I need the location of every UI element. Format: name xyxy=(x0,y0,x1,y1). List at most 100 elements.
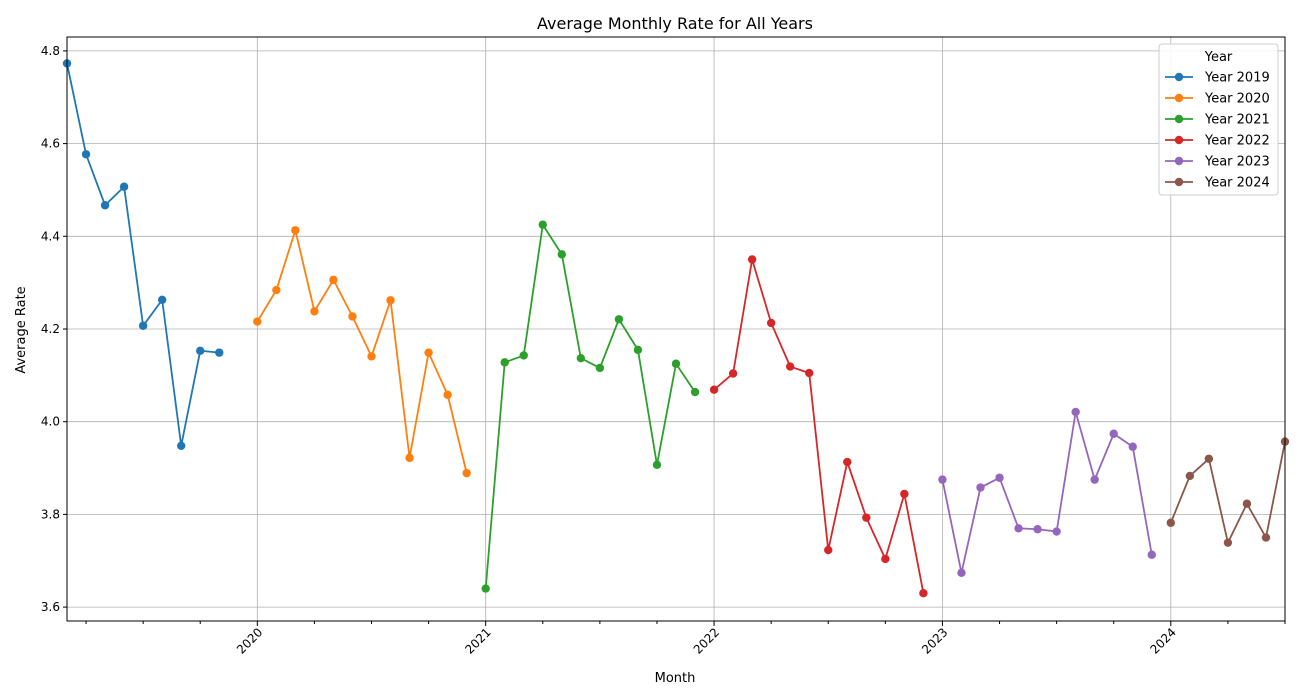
data-point xyxy=(500,358,509,367)
data-point xyxy=(386,296,395,305)
data-point xyxy=(881,554,890,564)
x-tick-label: 2021 xyxy=(462,625,493,656)
data-point xyxy=(424,348,433,357)
data-point xyxy=(824,545,833,555)
legend-label: Year 2019 xyxy=(1204,71,1270,86)
legend-label: Year 2021 xyxy=(1204,113,1270,128)
data-point xyxy=(272,285,281,295)
legend-marker xyxy=(1174,156,1184,166)
data-point xyxy=(843,457,852,467)
legend-box xyxy=(1158,43,1279,196)
data-point xyxy=(919,588,928,598)
data-point xyxy=(709,385,719,394)
data-point xyxy=(957,568,966,577)
series-line-year-2019 xyxy=(66,63,220,446)
y-axis-label: Average Rate xyxy=(14,286,29,373)
x-tick-label: 2020 xyxy=(234,625,265,656)
data-point xyxy=(1071,407,1080,417)
data-point xyxy=(1242,499,1252,508)
legend-marker xyxy=(1174,135,1184,145)
data-point xyxy=(1128,442,1137,451)
data-point xyxy=(481,584,490,593)
data-point xyxy=(157,295,167,304)
y-axis-ticks: 3.6 3.8 4.0 4.2 4.4 4.6 4.8 xyxy=(41,44,67,614)
legend-marker xyxy=(1174,93,1184,103)
data-point xyxy=(538,220,547,229)
series-line-year-2020 xyxy=(256,226,468,474)
data-point xyxy=(728,369,738,378)
legend-label: Year 2022 xyxy=(1204,134,1270,149)
data-point xyxy=(1090,475,1099,484)
data-point xyxy=(862,513,871,522)
data-point xyxy=(367,352,376,361)
data-point xyxy=(119,182,129,191)
legend-marker xyxy=(1174,114,1184,124)
data-point xyxy=(1261,533,1271,542)
data-point xyxy=(652,460,662,470)
series-line-year-2022 xyxy=(713,259,925,594)
x-tick-label: 2023 xyxy=(919,625,950,656)
legend-title: Year xyxy=(1204,50,1233,65)
data-point xyxy=(138,321,148,330)
legend-label: Year 2023 xyxy=(1204,155,1270,170)
data-point xyxy=(405,453,414,463)
data-point xyxy=(348,312,357,321)
data-point xyxy=(176,441,186,450)
data-point xyxy=(1052,527,1061,536)
data-point xyxy=(690,387,700,397)
data-point xyxy=(81,150,91,159)
grid-lines xyxy=(67,37,1285,621)
data-point xyxy=(100,201,110,210)
data-point xyxy=(766,318,776,328)
data-point xyxy=(1166,518,1176,527)
legend-marker xyxy=(1174,177,1184,187)
data-point xyxy=(805,368,814,378)
data-point xyxy=(462,468,471,478)
series-line-year-2021 xyxy=(484,222,696,589)
data-point xyxy=(1204,454,1214,463)
data-point xyxy=(900,489,909,499)
y-tick-label: 4.4 xyxy=(41,229,60,243)
data-point xyxy=(1147,550,1156,559)
data-point xyxy=(329,275,338,285)
legend-marker xyxy=(1174,72,1184,82)
y-tick-label: 3.6 xyxy=(41,600,60,614)
y-tick-label: 3.8 xyxy=(41,507,60,521)
data-point xyxy=(1033,525,1042,534)
series-line-year-2023 xyxy=(941,411,1153,573)
legend-label: Year 2020 xyxy=(1204,92,1270,107)
data-point xyxy=(614,315,624,324)
data-point xyxy=(443,390,452,400)
data-point xyxy=(1185,471,1195,481)
y-tick-label: 4.8 xyxy=(41,44,60,58)
data-point xyxy=(557,250,567,259)
legend-label: Year 2024 xyxy=(1204,176,1270,191)
data-point xyxy=(1109,429,1118,438)
data-point xyxy=(785,362,795,371)
data-point xyxy=(196,346,205,355)
series-group xyxy=(62,59,1290,598)
x-axis-label: Month xyxy=(655,671,696,686)
x-tick-label: 2024 xyxy=(1147,625,1178,656)
plot-frame xyxy=(66,36,1286,622)
y-tick-label: 4.2 xyxy=(41,322,60,336)
data-point xyxy=(633,345,643,355)
data-point xyxy=(215,348,224,357)
x-tick-label: 2022 xyxy=(691,625,722,656)
data-point xyxy=(291,226,300,235)
data-point xyxy=(976,483,985,492)
chart-title: Average Monthly Rate for All Years xyxy=(537,14,813,33)
y-tick-label: 4.6 xyxy=(41,137,60,151)
data-point xyxy=(671,359,681,368)
x-axis-ticks: 2020 2021 2022 2023 2024 xyxy=(85,621,1286,657)
data-point xyxy=(1014,524,1023,533)
data-point xyxy=(1223,538,1233,547)
data-point xyxy=(519,351,528,360)
data-point xyxy=(595,363,605,373)
legend: Year Year 2019 Year 2020 Year 2021 Year 2022… xyxy=(1158,43,1279,196)
data-point xyxy=(253,317,262,326)
data-point xyxy=(576,354,586,363)
data-point xyxy=(747,255,757,264)
data-point xyxy=(938,475,947,484)
